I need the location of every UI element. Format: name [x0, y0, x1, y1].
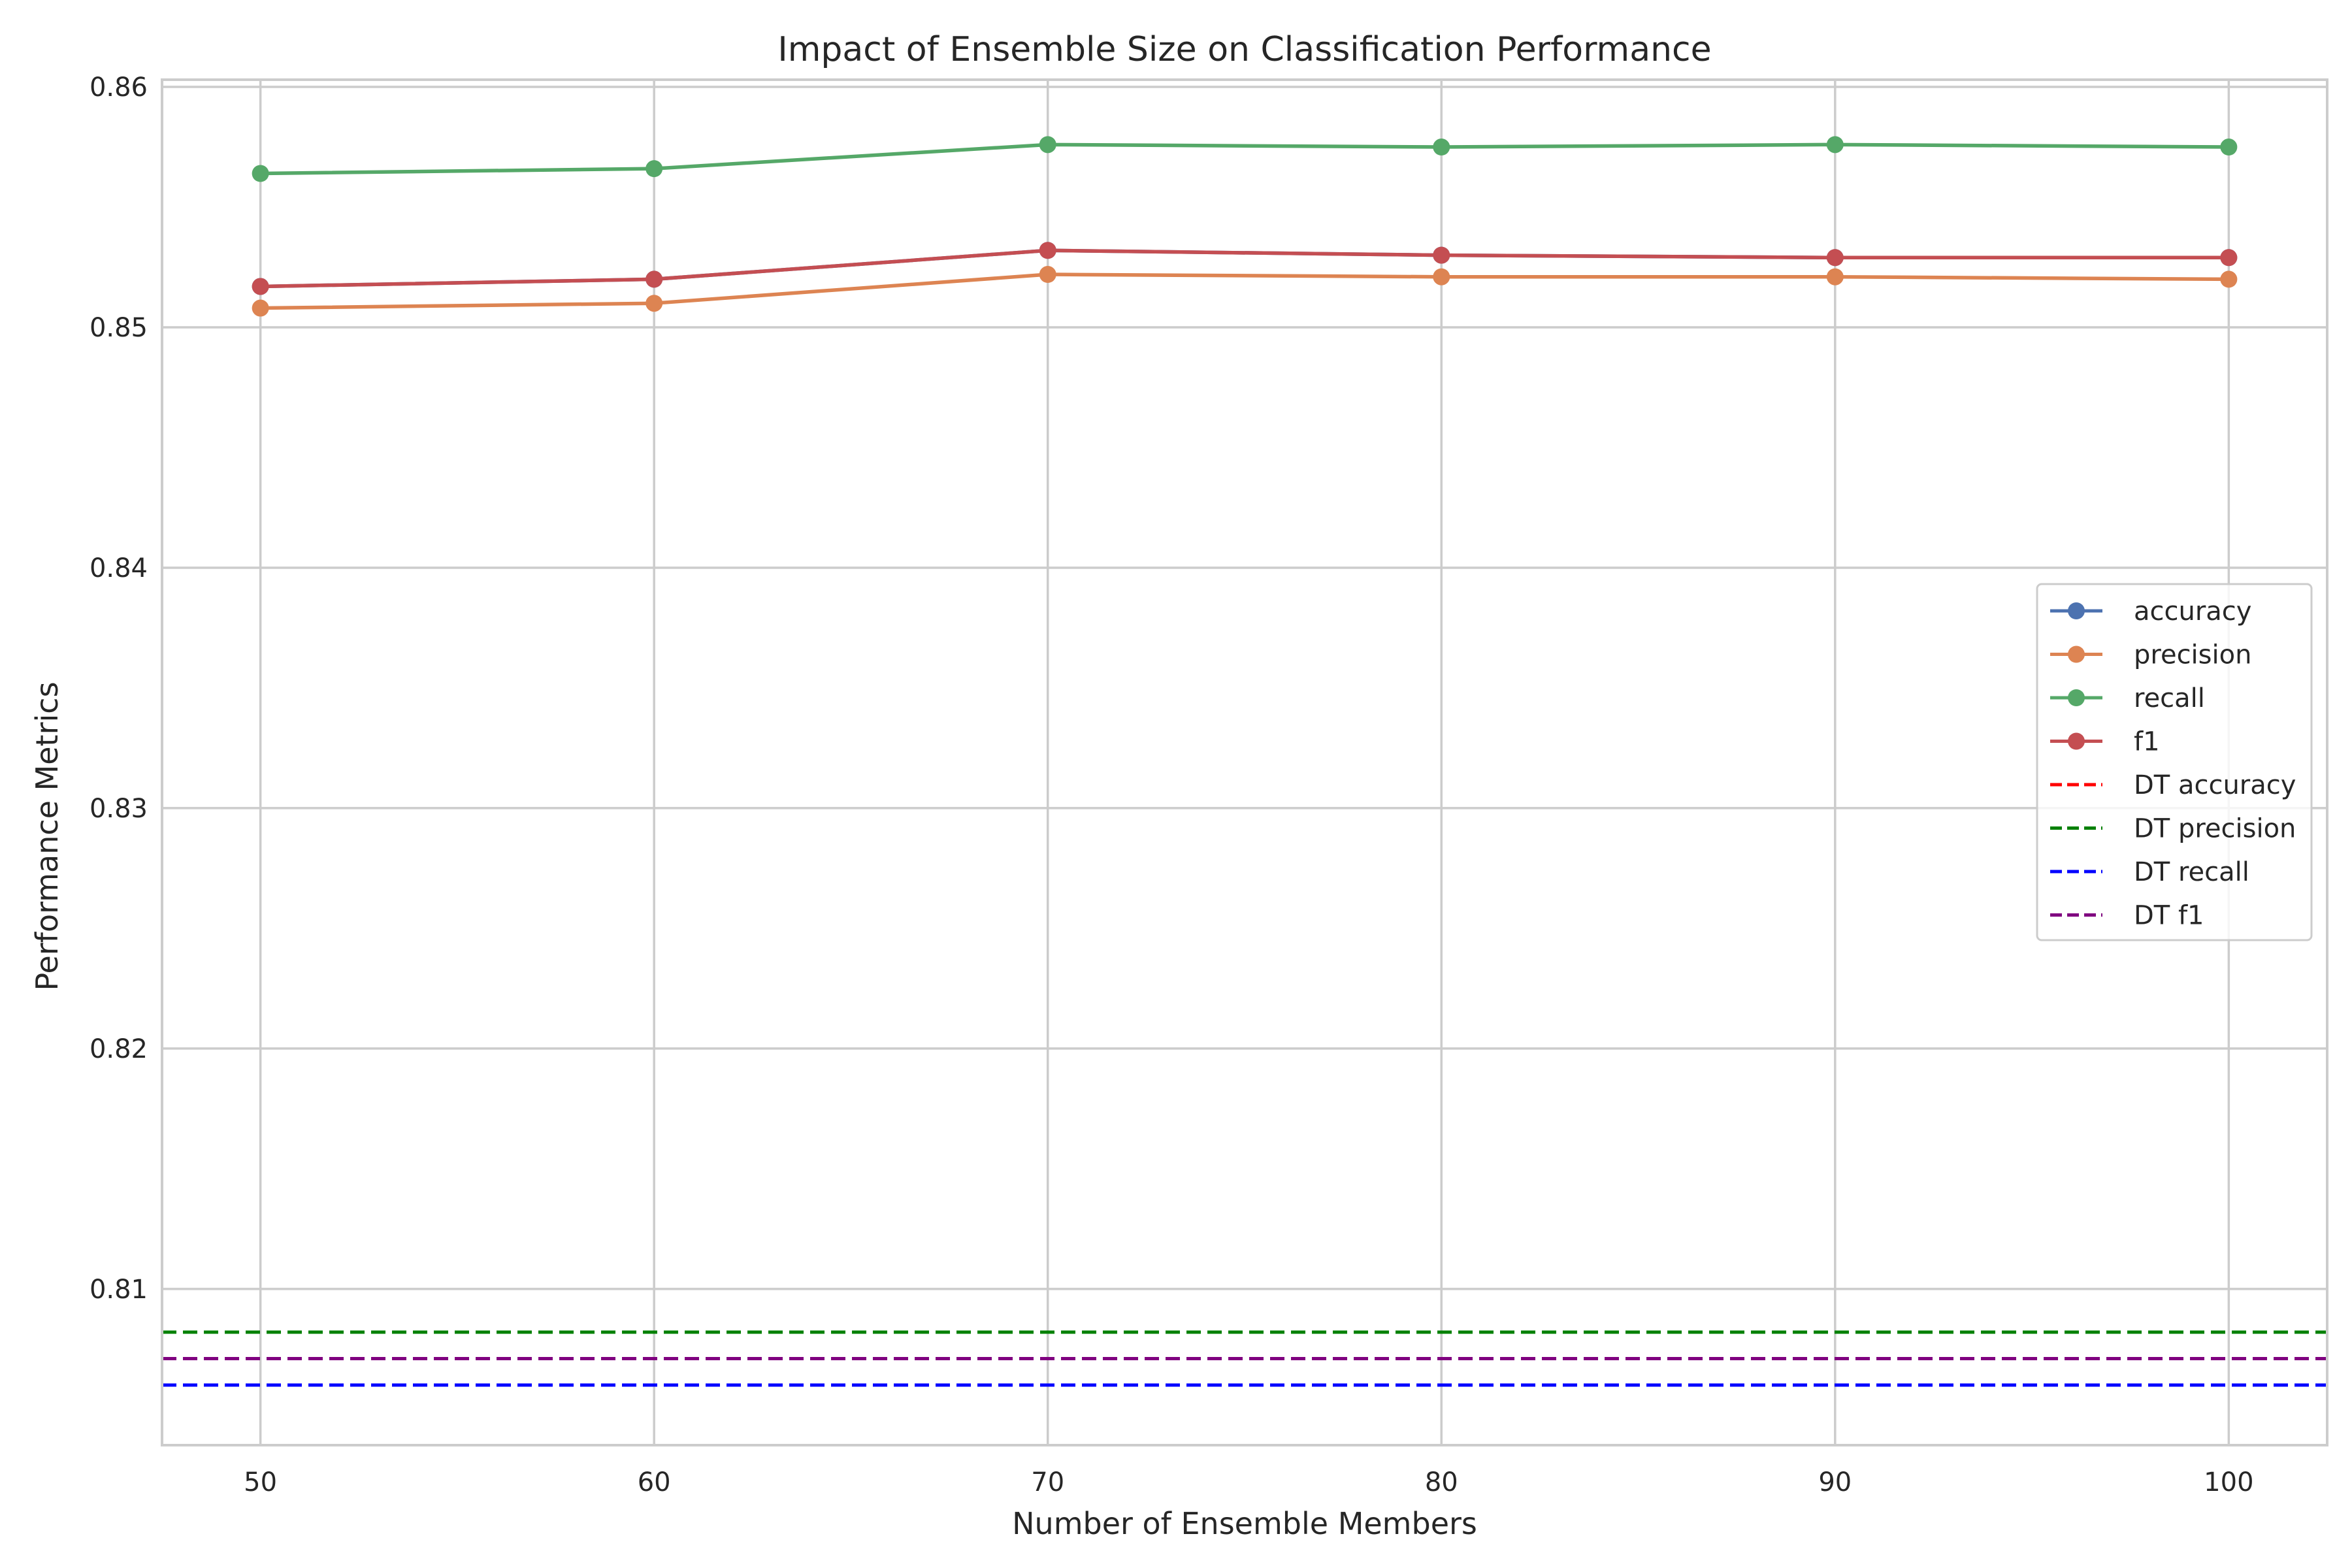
tick-labels: 50 60 70 80 90 100 0.81 0.82 0.83 0.84 0.85 0.86: [90, 73, 2254, 1497]
x-tick-label: 50: [244, 1467, 277, 1497]
x-tick-label: 90: [1818, 1467, 1852, 1497]
legend-label: precision: [2134, 640, 2251, 670]
data-point: [1826, 249, 1844, 267]
legend-item: DT precision: [2050, 814, 2296, 844]
y-tick-label: 0.84: [90, 553, 148, 583]
y-axis-label: Performance Metrics: [29, 681, 65, 990]
series-recall: [252, 136, 2238, 182]
legend-marker: [2068, 602, 2085, 619]
x-tick-label: 70: [1031, 1467, 1064, 1497]
data-point: [645, 295, 663, 312]
plot-area: [162, 80, 2327, 1445]
legend-item: f1: [2050, 727, 2160, 757]
legend-item: recall: [2050, 683, 2205, 713]
legend-marker: [2068, 645, 2085, 663]
legend-marker: [2068, 732, 2085, 750]
x-tick-label: 100: [2204, 1467, 2253, 1497]
series-line: [260, 142, 2229, 176]
legend-label: DT precision: [2134, 814, 2296, 844]
legend-marker: [2068, 689, 2085, 706]
data-point: [1826, 136, 1844, 154]
reference-lines: [162, 1330, 2327, 1387]
data-series: [252, 136, 2238, 317]
legend-label: f1: [2134, 727, 2160, 757]
legend-label: recall: [2134, 683, 2205, 713]
data-point: [2220, 139, 2238, 156]
axes-frame: [161, 78, 2328, 1446]
data-point: [1826, 268, 1844, 286]
y-tick-label: 0.85: [90, 313, 148, 343]
y-tick-label: 0.81: [90, 1275, 148, 1305]
y-tick-label: 0.86: [90, 73, 148, 103]
data-point: [1039, 266, 1056, 284]
data-point: [1433, 139, 1450, 156]
data-point: [2220, 270, 2238, 288]
data-point: [252, 278, 269, 295]
legend-label: DT accuracy: [2134, 770, 2296, 800]
data-point: [1039, 136, 1056, 154]
data-point: [1433, 268, 1450, 286]
data-point: [645, 270, 663, 288]
legend-label: DT recall: [2134, 857, 2249, 887]
data-point: [1433, 246, 1450, 264]
legend-item: DT accuracy: [2050, 770, 2296, 800]
legend-label: DT f1: [2134, 901, 2204, 931]
x-tick-label: 60: [638, 1467, 671, 1497]
data-point: [2220, 249, 2238, 267]
legend-item: accuracy: [2050, 596, 2251, 627]
series-precision: [252, 266, 2238, 317]
y-tick-label: 0.83: [90, 794, 148, 824]
series-f1: [252, 242, 2238, 295]
grid-lines: [162, 80, 2327, 1445]
x-tick-label: 80: [1425, 1467, 1458, 1497]
legend-label: accuracy: [2134, 596, 2251, 627]
series-line: [260, 248, 2229, 289]
data-point: [1039, 242, 1056, 259]
data-point: [645, 160, 663, 178]
y-tick-label: 0.82: [90, 1034, 148, 1064]
chart-title: Impact of Ensemble Size on Classificatio…: [777, 30, 1711, 69]
legend-item: precision: [2050, 640, 2251, 670]
data-point: [252, 299, 269, 317]
series-line: [260, 272, 2229, 310]
legend-item: DT recall: [2050, 857, 2249, 887]
data-point: [252, 165, 269, 182]
legend-box: [2036, 583, 2313, 941]
x-axis-label: Number of Ensemble Members: [1012, 1506, 1477, 1541]
legend: accuracy precision recall f1 DT accuracy DT p…: [2036, 583, 2313, 941]
legend-item: DT f1: [2050, 901, 2204, 931]
